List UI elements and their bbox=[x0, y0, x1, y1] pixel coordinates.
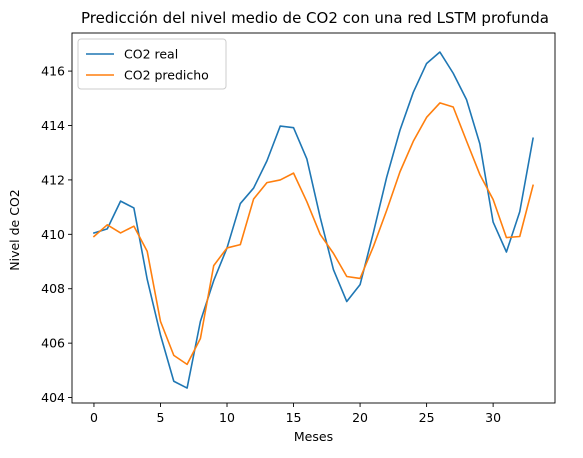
x-tick-label: 15 bbox=[286, 410, 302, 425]
x-axis-label: Meses bbox=[294, 429, 333, 444]
y-tick-label: 410 bbox=[41, 227, 65, 242]
y-tick-label: 416 bbox=[41, 64, 65, 79]
y-tick-label: 414 bbox=[41, 118, 65, 133]
y-tick-label: 412 bbox=[41, 172, 65, 187]
legend-label: CO2 real bbox=[124, 47, 178, 62]
chart-title: Predicción del nivel medio de CO2 con un… bbox=[81, 9, 549, 27]
y-axis-label: Nivel de CO2 bbox=[7, 189, 22, 270]
x-tick-label: 0 bbox=[90, 410, 98, 425]
x-tick-label: 10 bbox=[219, 410, 235, 425]
legend-box bbox=[77, 38, 227, 90]
series-line-1 bbox=[92, 51, 534, 389]
x-tick-label: 30 bbox=[485, 410, 501, 425]
y-tick-label: 408 bbox=[41, 281, 65, 296]
plot-area: 0 5 10 15 20 25 30 404 406 408 410 412 414 416 CO2 rea… bbox=[41, 32, 556, 425]
x-tick-label: 20 bbox=[352, 410, 368, 425]
series-line-2 bbox=[92, 102, 535, 366]
x-tick-label: 25 bbox=[419, 410, 435, 425]
y-tick-label: 406 bbox=[41, 336, 65, 351]
legend-label: CO2 predicho bbox=[124, 68, 209, 83]
y-tick-label: 404 bbox=[41, 390, 65, 405]
x-tick-label: 5 bbox=[157, 410, 165, 425]
axes-frame bbox=[71, 32, 556, 404]
